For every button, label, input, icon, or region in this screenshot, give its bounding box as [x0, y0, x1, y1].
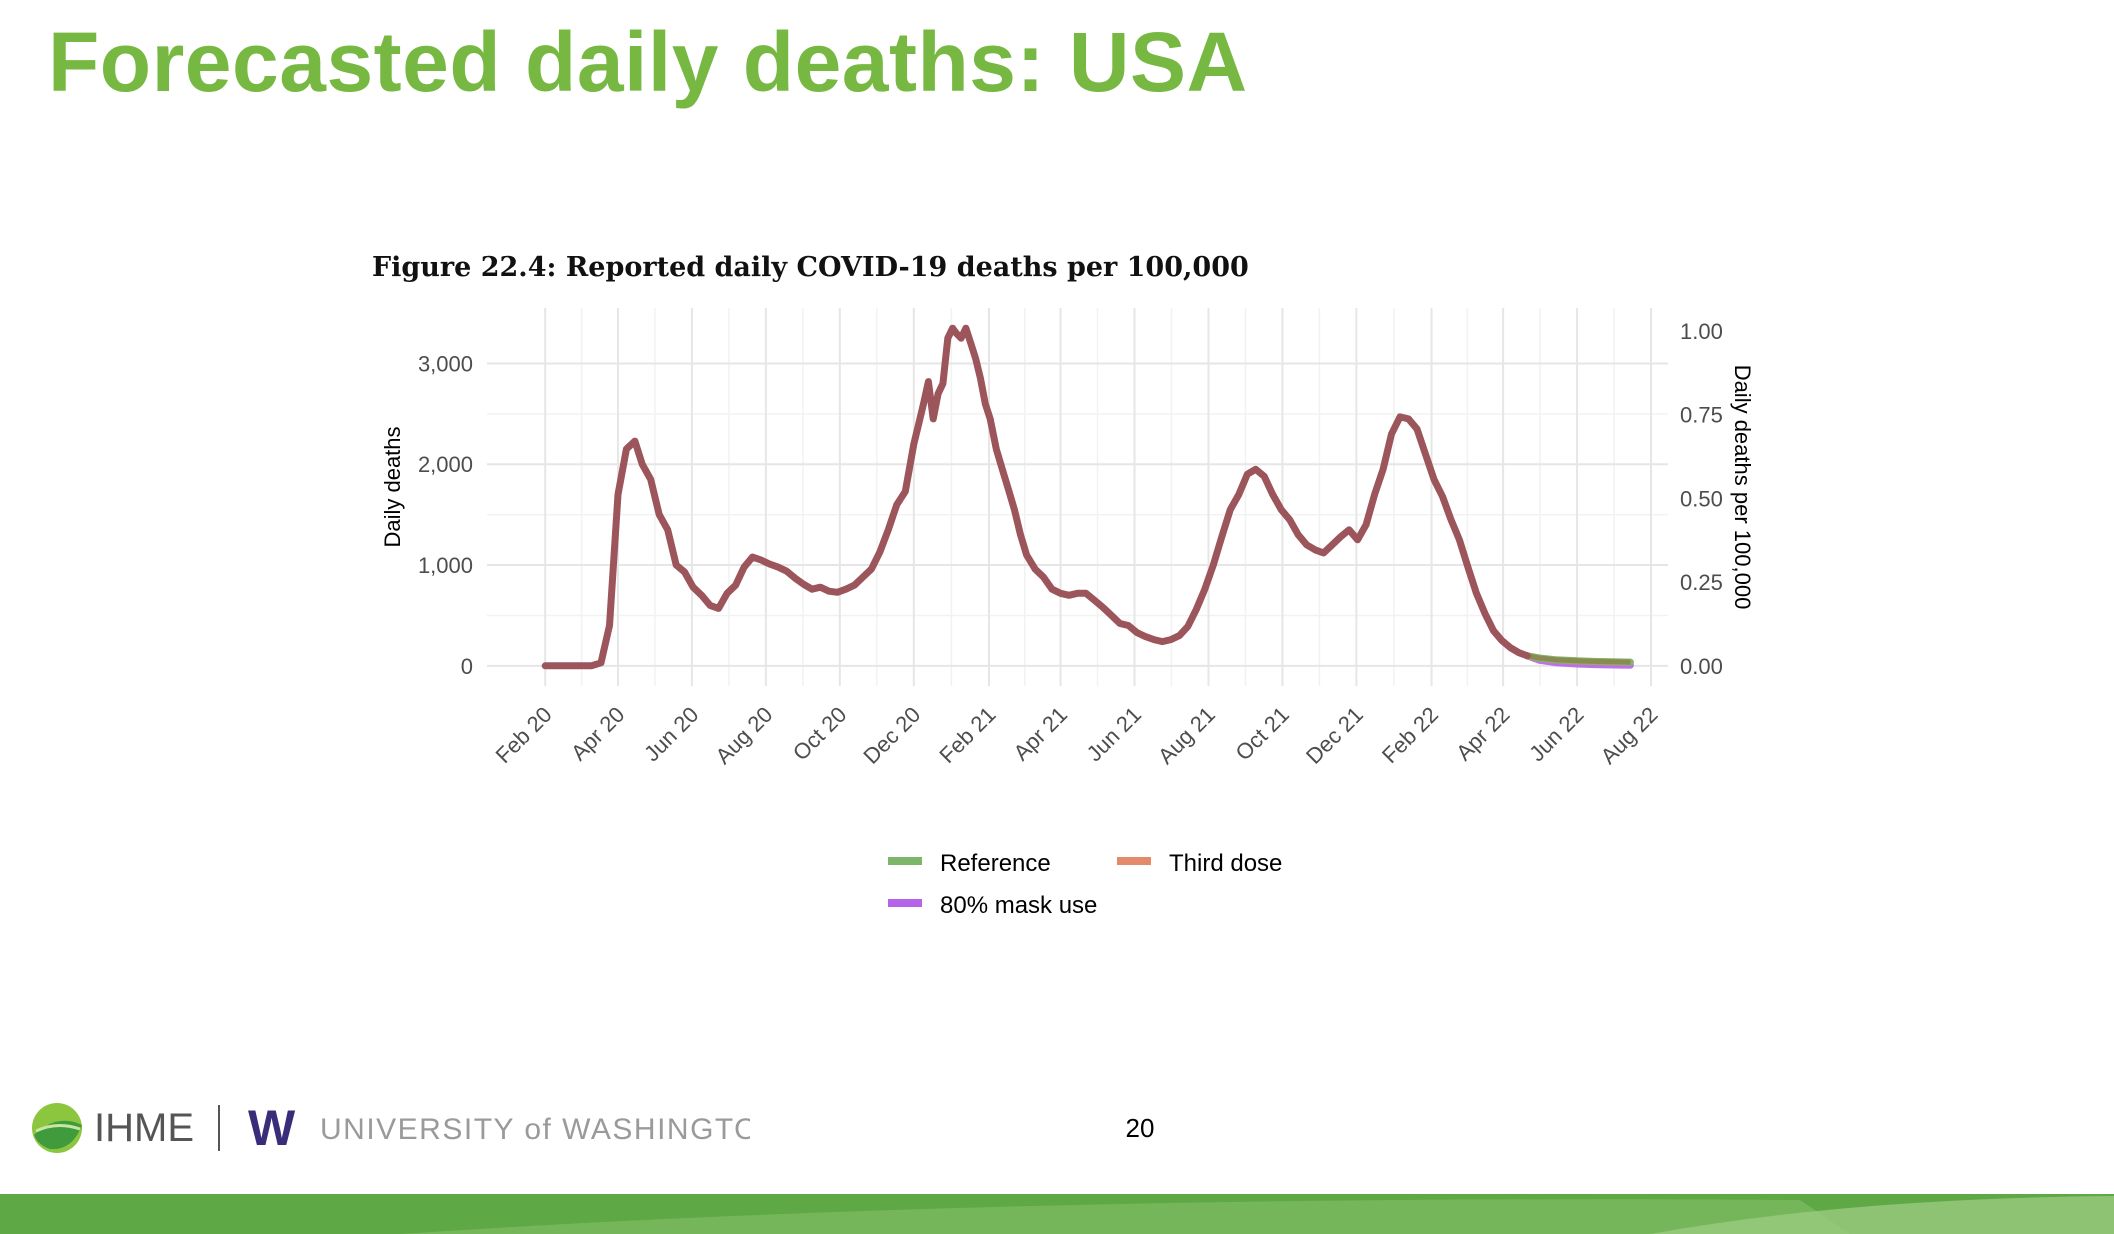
x-tick-label: Jun 22 [1524, 702, 1588, 766]
x-tick-label: Oct 20 [788, 702, 852, 766]
y2-tick-label: 0.50 [1680, 486, 1723, 511]
series-layer [541, 324, 1634, 670]
y-tick-label: 1,000 [418, 553, 473, 578]
footer-divider [218, 1105, 220, 1151]
x-tick-label: Oct 21 [1230, 702, 1294, 766]
forecast-overlap-line [1526, 653, 1631, 665]
x-tick-label: Apr 20 [566, 702, 630, 766]
legend-swatch [888, 857, 922, 865]
y-axis-label: Daily deaths [380, 426, 405, 547]
x-tick-label: Aug 22 [1596, 702, 1663, 769]
legend-label: Reference [940, 850, 1051, 877]
y2-tick-label: 0.00 [1680, 654, 1723, 679]
x-tick-label: Dec 21 [1301, 702, 1368, 769]
x-tick-label: Feb 20 [491, 702, 557, 768]
slide-title: Forecasted daily deaths: USA [48, 15, 1248, 109]
legend-label: Third dose [1169, 850, 1282, 877]
x-tick-label: Aug 21 [1153, 702, 1220, 769]
y2-axis-label: Daily deaths per 100,000 [1730, 365, 1755, 610]
legend-swatch [1117, 857, 1151, 865]
x-tick-label: Jun 20 [639, 702, 703, 766]
x-tick-label: Dec 20 [858, 702, 925, 769]
y2-tick-label: 0.25 [1680, 570, 1723, 595]
y-tick-label: 2,000 [418, 452, 473, 477]
grid [487, 308, 1668, 686]
y2-tick-label: 0.75 [1680, 403, 1723, 428]
footer-logos: IHME W UNIVERSITY of WASHINGTON [32, 1100, 750, 1156]
x-tick-label: Aug 20 [710, 702, 777, 769]
axes: 0 1,000 2,000 3,000 0.00 0.25 0.50 0.75 1.00 Feb … [380, 319, 1755, 769]
chart-title: Figure 22.4: Reported daily COVID-19 dea… [372, 252, 1249, 283]
ihme-leaf-icon [32, 1103, 82, 1153]
ihme-wordmark: IHME [94, 1106, 194, 1150]
legend-swatch [888, 899, 922, 907]
x-tick-label: Feb 21 [934, 702, 1000, 768]
page-number: 20 [1125, 1113, 1155, 1143]
bottom-band [0, 1194, 2114, 1234]
y-tick-label: 3,000 [418, 351, 473, 376]
legend: Reference Third dose 80% mask use [888, 850, 1282, 919]
y-tick-label: 0 [461, 654, 473, 679]
uw-logo-icon: W [248, 1100, 296, 1156]
x-tick-label: Apr 22 [1451, 702, 1515, 766]
uw-wordmark: UNIVERSITY of WASHINGTON [320, 1113, 750, 1146]
observed-deaths-line [541, 324, 1531, 670]
x-tick-label: Apr 21 [1009, 702, 1073, 766]
legend-label: 80% mask use [940, 892, 1097, 919]
x-tick-label: Feb 22 [1377, 702, 1443, 768]
x-tick-label: Jun 21 [1082, 702, 1146, 766]
y2-tick-label: 1.00 [1680, 319, 1723, 344]
